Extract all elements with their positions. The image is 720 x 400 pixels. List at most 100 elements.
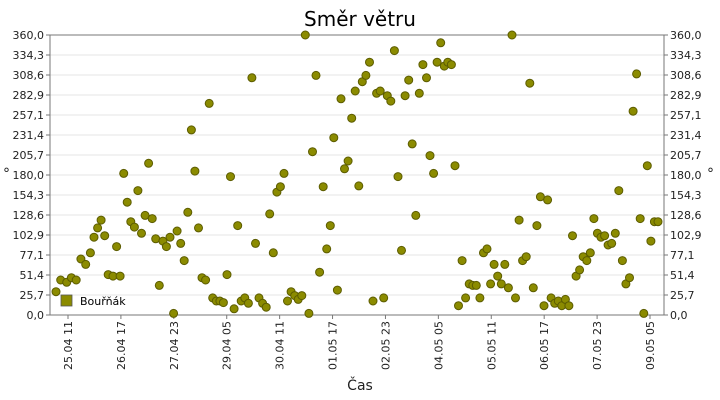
y-axis-label-left: ° (3, 166, 10, 182)
data-point (176, 238, 186, 248)
y-tick-label: 128,6 (670, 209, 702, 222)
data-point (96, 215, 106, 225)
x-tick-label: 02.05 23 (379, 321, 392, 370)
data-point (204, 98, 214, 108)
x-tick-label: 05.05 11 (485, 321, 498, 370)
data-point (179, 256, 189, 266)
y-tick-label: 334,3 (670, 49, 702, 62)
data-point (93, 223, 103, 233)
y-tick-label: 231,4 (13, 129, 45, 142)
data-point (482, 244, 492, 254)
data-point (186, 125, 196, 135)
y-tick-label: 257,1 (13, 109, 45, 122)
data-point (261, 302, 271, 312)
y-tick-label: 25,7 (670, 289, 695, 302)
data-point (137, 228, 146, 238)
data-point (89, 232, 99, 242)
data-point (229, 304, 239, 314)
data-point (233, 221, 243, 231)
legend-label: Bouřňák (80, 295, 126, 308)
data-point (543, 195, 553, 205)
data-point (147, 214, 157, 224)
data-point (308, 147, 317, 157)
data-point (332, 285, 342, 295)
x-tick-label: 26.04 17 (115, 321, 128, 370)
data-point (432, 57, 442, 67)
data-point (425, 151, 435, 161)
data-point (297, 291, 307, 301)
data-point (119, 168, 129, 178)
data-point (386, 96, 396, 106)
data-point (343, 156, 353, 166)
x-tick-label: 09.05 05 (644, 321, 657, 370)
data-point (279, 168, 289, 178)
data-point (112, 242, 122, 252)
data-point (201, 275, 211, 285)
data-point (632, 69, 642, 79)
y-tick-label: 0,0 (670, 309, 688, 322)
y-tick-label: 102,9 (13, 229, 45, 242)
y-axis-label-right: ° (707, 166, 714, 182)
data-point (347, 113, 357, 123)
data-point (393, 172, 403, 182)
data-point (318, 182, 328, 192)
data-point (361, 70, 371, 80)
x-tick-label: 30.04 11 (274, 321, 287, 370)
data-point (336, 94, 346, 104)
data-point (375, 86, 385, 96)
x-tick-label: 25.04 11 (62, 321, 75, 370)
y-tick-label: 0,0 (27, 309, 45, 322)
data-point (172, 226, 182, 236)
data-point (422, 73, 431, 83)
y-tick-label: 180,0 (13, 169, 45, 182)
data-point (589, 214, 599, 224)
data-point (568, 231, 577, 241)
data-point (81, 259, 91, 269)
y-tick-label: 334,3 (13, 49, 45, 62)
data-point (354, 181, 364, 191)
data-point (251, 238, 260, 248)
data-point (122, 197, 132, 207)
y-tick-label: 154,3 (670, 189, 702, 202)
data-point (404, 75, 414, 85)
data-point (600, 231, 610, 241)
data-point (194, 223, 203, 233)
data-point (133, 186, 143, 196)
data-point (628, 106, 638, 116)
y-tick-label: 257,1 (670, 109, 702, 122)
data-point (614, 186, 624, 196)
data-point (461, 293, 471, 303)
y-axis-right: 0,0 25,7 51,4 77,1 102,9 128,6 154,3 180,0 205,7… (664, 29, 702, 322)
data-point (51, 287, 61, 297)
y-tick-label: 282,9 (13, 89, 45, 102)
data-point (539, 301, 549, 311)
data-point (379, 293, 389, 303)
data-point (653, 217, 663, 227)
legend: Bouřňák (60, 294, 126, 308)
data-point (350, 86, 360, 96)
data-point (521, 252, 531, 262)
x-tick-label: 01.05 17 (327, 321, 340, 370)
data-point (457, 256, 467, 266)
data-point (165, 232, 175, 242)
data-point (144, 158, 154, 168)
data-point (325, 221, 335, 231)
x-tick-label: 07.05 23 (591, 321, 604, 370)
x-tick-label: 29.04 05 (221, 321, 234, 370)
data-point (564, 301, 574, 311)
data-point (475, 293, 485, 303)
data-point (436, 38, 446, 48)
data-point (218, 298, 228, 308)
legend-swatch (60, 294, 73, 307)
y-tick-label: 51,4 (670, 269, 695, 282)
data-points (51, 30, 663, 318)
data-point (493, 271, 503, 281)
x-axis: 25.04 11 26.04 17 27.04 23 29.04 05 30.04 11… (62, 315, 657, 370)
data-point (226, 172, 235, 182)
data-point (575, 265, 585, 275)
data-point (190, 166, 200, 176)
y-tick-label: 205,7 (13, 149, 45, 162)
data-point (183, 207, 193, 217)
data-point (607, 238, 617, 248)
data-point (311, 70, 321, 80)
